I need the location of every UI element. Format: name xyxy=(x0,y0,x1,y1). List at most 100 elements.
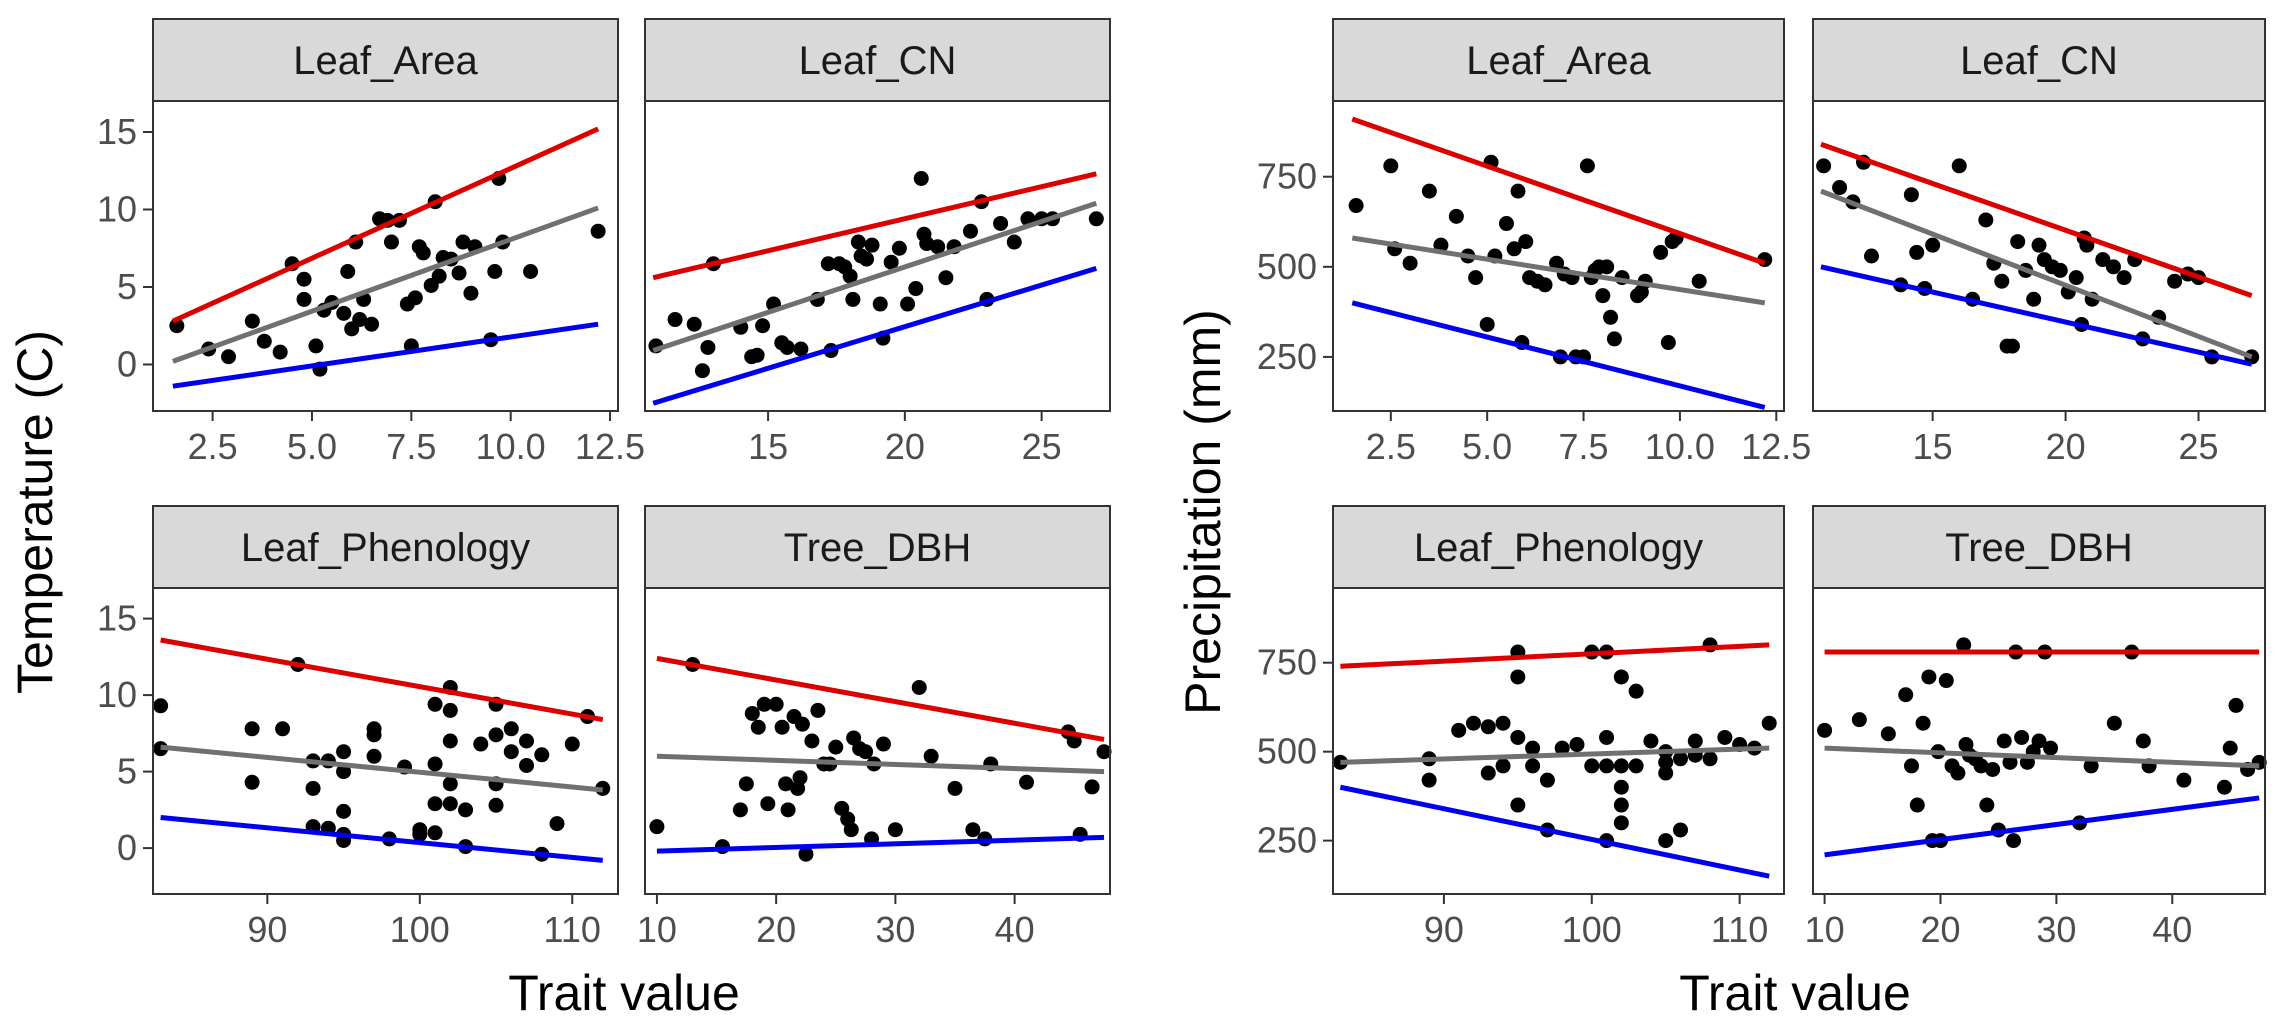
data-point xyxy=(1448,208,1464,224)
data-point xyxy=(1495,715,1511,731)
data-point xyxy=(1506,241,1522,257)
x-tick-label: 100 xyxy=(1562,909,1622,950)
x-tick-label: 40 xyxy=(2152,909,2192,950)
data-point xyxy=(383,234,399,250)
data-point xyxy=(442,733,458,749)
data-point xyxy=(1613,758,1629,774)
data-point xyxy=(503,744,519,760)
data-point xyxy=(1880,726,1896,742)
data-point xyxy=(2106,715,2122,731)
plot-area xyxy=(153,101,618,411)
data-point xyxy=(415,245,431,261)
panel-temperature-leaf-cn: Leaf_CN 15 20 25 xyxy=(644,18,1111,467)
data-point xyxy=(1599,758,1615,774)
data-point xyxy=(153,698,169,714)
data-point xyxy=(366,727,382,743)
data-point xyxy=(463,285,479,301)
panel-border xyxy=(152,100,619,412)
facet-strip-title: Leaf_CN xyxy=(1960,39,2118,83)
data-point xyxy=(1978,212,1994,228)
data-point xyxy=(534,747,550,763)
facet-strip xyxy=(1332,18,1785,102)
data-point xyxy=(336,305,352,321)
facet-strip-title: Tree_DBH xyxy=(784,526,971,570)
data-point xyxy=(336,803,352,819)
data-point xyxy=(993,215,1009,231)
data-point xyxy=(649,819,665,835)
mean-fit-line xyxy=(656,753,1105,775)
y-tick-label: 750 xyxy=(1257,156,1317,197)
data-point xyxy=(794,716,810,732)
data-point xyxy=(1863,248,1879,264)
data-point xyxy=(1006,234,1022,250)
data-point xyxy=(1643,733,1659,749)
data-point xyxy=(1383,158,1399,174)
panel-border xyxy=(1332,587,1785,895)
x-tick-label: 20 xyxy=(885,426,925,467)
data-point xyxy=(810,702,826,718)
y-tick-label: 500 xyxy=(1257,246,1317,287)
data-point xyxy=(2167,273,2183,289)
data-point xyxy=(963,223,978,239)
data-point xyxy=(1518,234,1534,250)
data-point xyxy=(2031,237,2047,253)
data-point xyxy=(2216,779,2232,795)
data-point xyxy=(2116,270,2132,286)
data-point xyxy=(296,271,312,287)
data-point xyxy=(1084,779,1100,795)
data-point xyxy=(519,733,535,749)
data-point xyxy=(1088,211,1104,227)
data-point xyxy=(442,776,458,792)
y-tick-label: 15 xyxy=(97,598,137,639)
data-point xyxy=(1510,669,1526,685)
x-tick-label: 5.0 xyxy=(287,426,337,467)
data-point xyxy=(780,802,796,818)
facet-strip xyxy=(152,18,619,102)
data-point xyxy=(1495,758,1511,774)
x-tick-label: 110 xyxy=(544,909,601,950)
data-point xyxy=(1599,259,1615,275)
x-tick-label: 10.0 xyxy=(476,426,546,467)
data-point xyxy=(308,338,324,354)
data-point xyxy=(1402,255,1418,271)
data-point xyxy=(1584,758,1600,774)
data-point xyxy=(1979,797,1995,813)
data-point xyxy=(407,290,423,306)
data-point xyxy=(779,339,795,355)
y-tick-label: 250 xyxy=(1257,820,1317,861)
right-x-axis-title: Trait value xyxy=(1679,965,1911,1021)
mean-fit-line xyxy=(1351,235,1766,306)
data-point xyxy=(908,281,924,297)
x-tick-label: 12.5 xyxy=(1741,426,1811,467)
data-point xyxy=(1554,740,1570,756)
data-point xyxy=(1904,758,1920,774)
data-point xyxy=(1653,244,1669,260)
data-point xyxy=(1096,744,1112,760)
data-point xyxy=(2014,729,2030,745)
data-point xyxy=(900,296,916,312)
y-tick-label: 10 xyxy=(97,189,137,230)
data-point xyxy=(169,318,185,334)
facet-strip-title: Leaf_Phenology xyxy=(1414,526,1703,570)
x-tick-label: 2.5 xyxy=(188,426,238,467)
data-point xyxy=(442,702,458,718)
left-x-axis-title: Trait value xyxy=(508,965,740,1021)
data-point xyxy=(275,721,291,737)
data-point xyxy=(2222,740,2238,756)
y-tick-label: 0 xyxy=(117,344,137,385)
panel-precipitation-leaf-cn: Leaf_CN 15 20 25 xyxy=(1812,18,2266,467)
data-point xyxy=(431,268,447,284)
plot-area xyxy=(1333,588,1784,894)
data-point xyxy=(1985,761,2001,777)
data-point xyxy=(1628,683,1644,699)
data-point xyxy=(891,240,907,256)
upper-fit-line xyxy=(171,126,600,324)
data-point xyxy=(1687,733,1703,749)
facet-strip-title: Leaf_Area xyxy=(293,39,478,83)
data-point xyxy=(2228,697,2244,713)
x-tick-label: 90 xyxy=(1424,909,1464,950)
y-tick-label: 250 xyxy=(1257,336,1317,377)
data-point xyxy=(336,744,352,760)
panel-border xyxy=(644,587,1111,895)
mean-fit-line xyxy=(1820,188,2253,360)
